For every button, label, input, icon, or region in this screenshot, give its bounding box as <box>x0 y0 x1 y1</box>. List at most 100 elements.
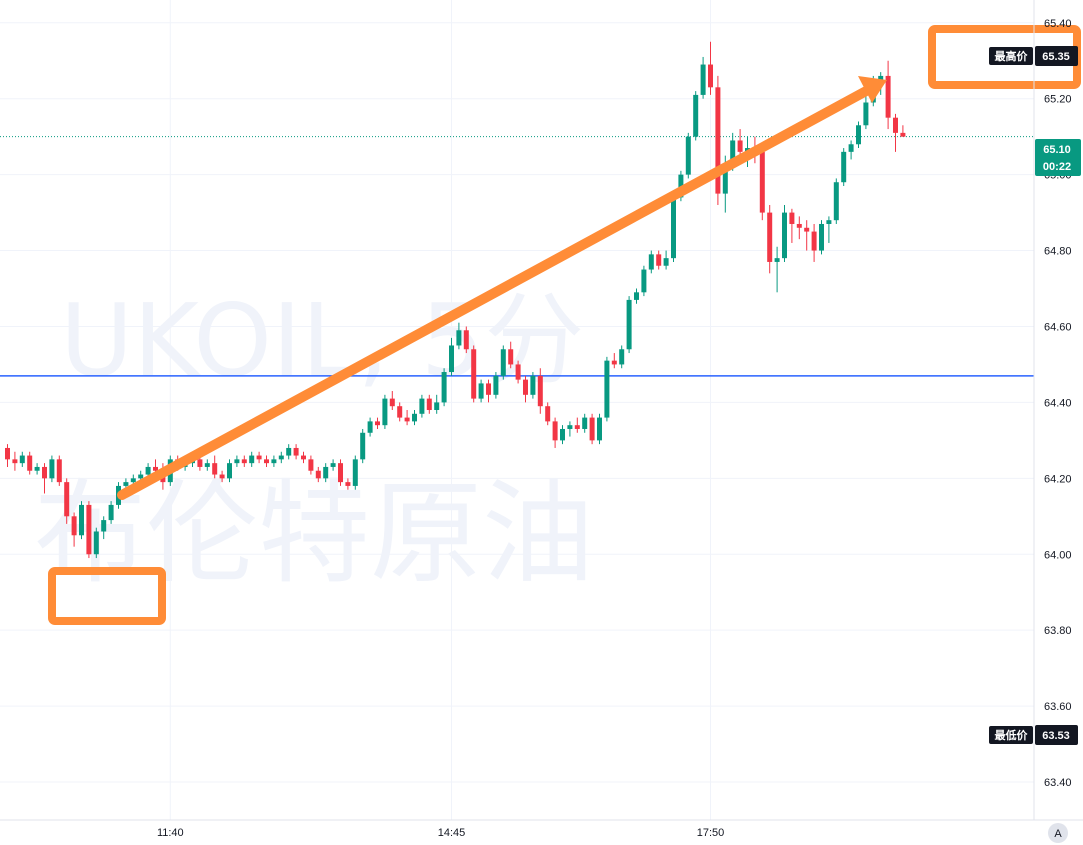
candle <box>323 463 329 483</box>
candle-body <box>730 140 736 168</box>
candle-body <box>789 212 795 224</box>
candle <box>5 444 10 467</box>
candle <box>301 451 306 464</box>
candle <box>93 527 99 559</box>
candle <box>619 345 625 369</box>
candle <box>767 205 773 274</box>
candle-body <box>604 360 610 418</box>
time-tick-label: 17:50 <box>697 827 725 839</box>
candle <box>256 451 262 464</box>
auto-scale-button[interactable]: A <box>1048 823 1068 843</box>
candle-body <box>130 478 136 483</box>
candle-body <box>537 375 543 407</box>
candle <box>308 455 314 475</box>
candle <box>796 216 802 240</box>
annotation-low-box[interactable] <box>48 567 166 625</box>
candle-body <box>449 345 454 373</box>
price-tick-label: 65.40 <box>1044 18 1072 30</box>
candle <box>360 428 366 464</box>
candle-body <box>330 463 336 467</box>
candle-body <box>878 75 884 80</box>
candle <box>286 444 292 460</box>
candle <box>560 425 565 445</box>
candle <box>315 466 321 483</box>
candle-body <box>493 375 499 395</box>
candle <box>589 413 595 445</box>
candle <box>441 368 447 407</box>
candle <box>478 379 484 403</box>
time-tick-label: 14:45 <box>438 827 466 839</box>
candle <box>412 410 417 426</box>
candle-body <box>486 383 491 395</box>
candle-body <box>782 212 787 259</box>
candle-body <box>79 504 84 536</box>
candle <box>219 470 225 483</box>
candle-body <box>204 463 210 467</box>
candle-body <box>463 330 469 350</box>
candle-body <box>648 254 654 270</box>
candle <box>271 455 277 467</box>
candle <box>397 402 403 422</box>
candle <box>234 455 240 467</box>
candle <box>574 417 580 433</box>
high-label: 最高价 <box>995 49 1029 63</box>
candle <box>293 444 299 460</box>
candle-body <box>345 482 351 486</box>
time-axis[interactable]: 11:40 14:45 17:50 <box>157 827 724 839</box>
candle <box>663 250 669 270</box>
candle-body <box>619 349 625 365</box>
candle <box>648 250 654 274</box>
candle-body <box>722 167 728 194</box>
candle <box>471 345 477 403</box>
candle-body <box>885 75 891 118</box>
price-tick-label: 64.60 <box>1044 321 1072 333</box>
candle <box>389 391 395 410</box>
candle-body <box>597 417 602 441</box>
price-axis[interactable]: 65.4065.2065.0064.8064.6064.4064.2064.00… <box>1044 18 1072 789</box>
candle-body <box>138 474 144 479</box>
annotation-trend-arrow[interactable] <box>117 76 887 500</box>
candle <box>19 451 25 467</box>
candle-body <box>515 364 521 380</box>
candle <box>848 140 854 160</box>
candle-body <box>301 455 306 460</box>
candle-body <box>93 531 99 555</box>
candle-body <box>693 94 699 137</box>
candle-body <box>841 151 847 183</box>
candle-body <box>264 459 269 464</box>
candle <box>582 413 588 433</box>
candle-body <box>404 417 410 422</box>
candle-body <box>27 455 33 471</box>
candle-body <box>833 182 839 221</box>
candle-body <box>419 398 425 414</box>
candle-body <box>893 117 898 133</box>
candle <box>759 144 765 221</box>
candle <box>426 394 432 414</box>
high-price-marker: 最高价 65.35 <box>989 46 1078 66</box>
countdown-timer: 00:22 <box>1043 161 1071 173</box>
price-tick-label: 65.20 <box>1044 94 1072 106</box>
candle-body <box>708 64 713 88</box>
candle <box>515 360 521 384</box>
candle-body <box>42 466 47 479</box>
candle-body <box>34 466 40 471</box>
candle <box>42 463 47 494</box>
candle <box>338 459 343 486</box>
candle <box>278 451 284 464</box>
candle-body <box>367 421 373 433</box>
candle-body <box>286 447 292 456</box>
candle <box>101 516 107 540</box>
candle-body <box>663 258 669 266</box>
candle-body <box>545 406 551 422</box>
price-tick-label: 63.80 <box>1044 625 1072 637</box>
price-tick-label: 64.80 <box>1044 246 1072 258</box>
candle-body <box>634 292 639 300</box>
candle <box>500 345 506 380</box>
candle-body <box>389 398 395 407</box>
candle <box>567 421 573 437</box>
candle-body <box>323 466 329 479</box>
candle <box>212 455 218 479</box>
candle-body <box>234 459 240 464</box>
high-value: 65.35 <box>1042 51 1070 63</box>
